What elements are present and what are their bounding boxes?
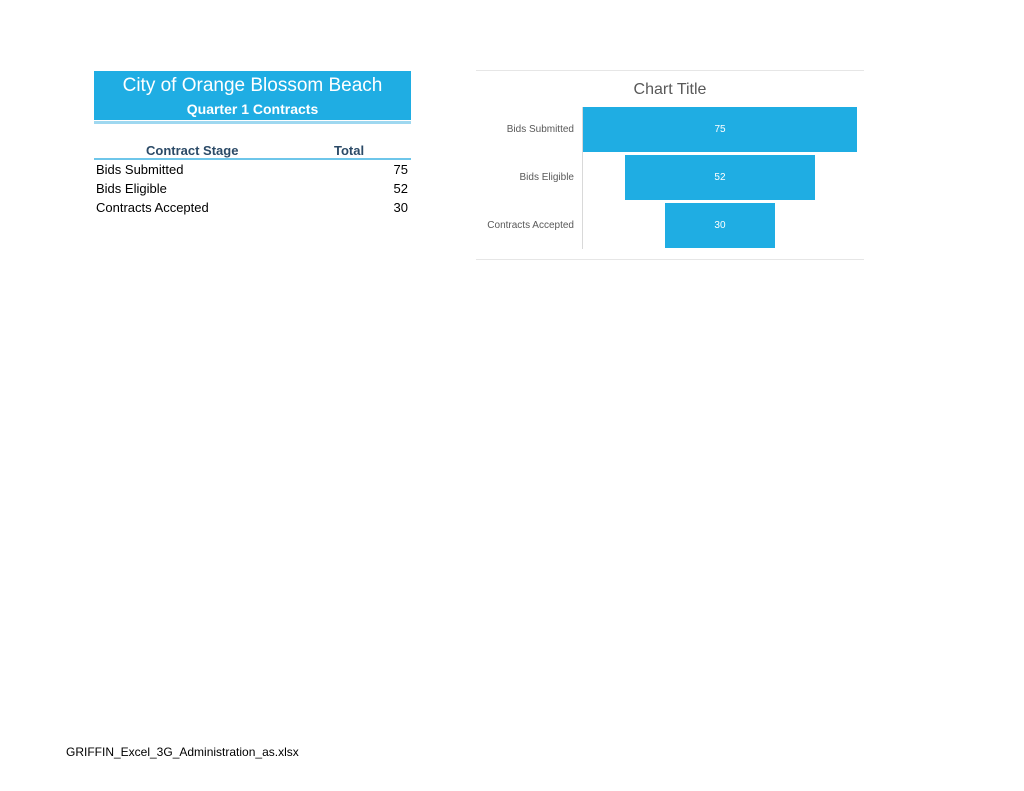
banner-rule <box>94 121 411 124</box>
chart-axis <box>582 107 583 249</box>
funnel-label-contracts-accepted: Contracts Accepted <box>487 219 574 231</box>
funnel-bar-bids-eligible[interactable]: 52 <box>625 155 815 200</box>
table-title: City of Orange Blossom Beach <box>122 75 383 96</box>
row-value-bids-submitted: 75 <box>393 162 408 177</box>
row-label-contracts-accepted: Contracts Accepted <box>96 200 209 215</box>
column-header-total: Total <box>334 143 365 158</box>
table-subtitle: Quarter 1 Contracts <box>186 101 319 117</box>
funnel-bar-contracts-accepted[interactable]: 30 <box>665 203 775 248</box>
row-label-bids-submitted: Bids Submitted <box>96 162 184 177</box>
row-value-bids-eligible: 52 <box>393 181 408 196</box>
funnel-label-bids-submitted: Bids Submitted <box>506 123 574 135</box>
funnel-label-bids-eligible: Bids Eligible <box>519 171 574 183</box>
row-label-bids-eligible: Bids Eligible <box>96 181 167 196</box>
chart-title: Chart Title <box>633 81 707 98</box>
header-rule <box>94 158 411 160</box>
column-header-stage: Contract Stage <box>146 143 239 158</box>
footer-filename: GRIFFIN_Excel_3G_Administration_as.xlsx <box>66 745 299 759</box>
funnel-chart[interactable]: Chart Title 75 Bids Submitted 52 Bids Eligi… <box>476 70 864 260</box>
table-banner: City of Orange Blossom Beach Quarter 1 C… <box>94 71 411 120</box>
row-value-contracts-accepted: 30 <box>393 200 408 215</box>
funnel-bar-bids-submitted[interactable]: 75 <box>583 107 857 152</box>
